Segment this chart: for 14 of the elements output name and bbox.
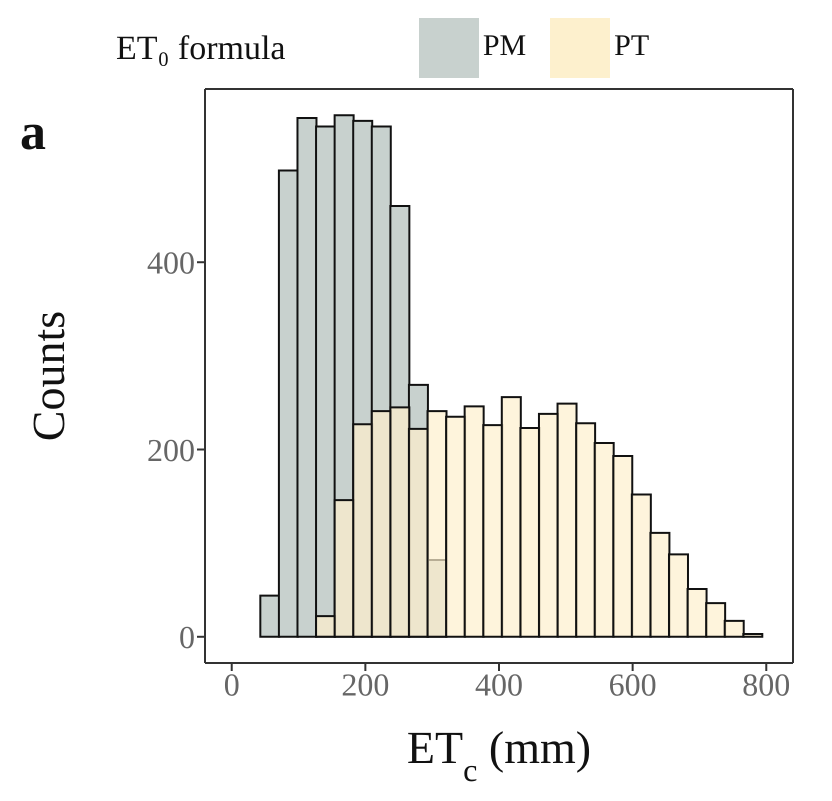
legend-title: ET₀ formula xyxy=(116,30,286,68)
legend-label: PT xyxy=(614,28,650,62)
x-tick-label: 800 xyxy=(742,666,790,703)
y-tick-label: 400 xyxy=(147,244,195,281)
x-axis-title: ET$_{c}$ (mm) xyxy=(406,722,592,788)
y-tick-label: 0 xyxy=(179,619,195,656)
text: a xyxy=(20,103,46,162)
x-tick-label: 200 xyxy=(341,666,390,703)
legend-label: PM xyxy=(482,28,526,62)
x-tick-label: 0 xyxy=(224,666,240,703)
x-tick-label: 400 xyxy=(475,666,523,703)
y-axis-title: Counts xyxy=(22,310,74,442)
y-tick-label: 200 xyxy=(147,432,195,468)
x-tick-label: 600 xyxy=(608,666,657,703)
